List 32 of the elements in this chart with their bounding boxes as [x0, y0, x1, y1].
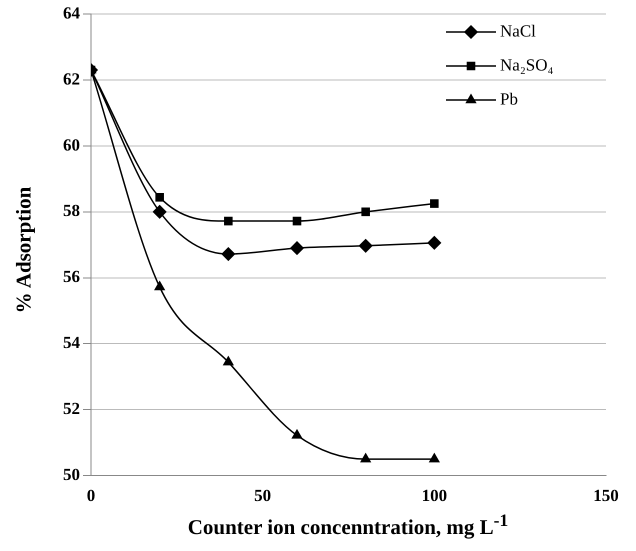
y-tick-label: 60 — [63, 135, 80, 154]
point — [358, 239, 372, 253]
point — [361, 208, 370, 216]
point — [222, 247, 236, 261]
point — [429, 453, 440, 462]
legend-label: Pb — [500, 89, 518, 108]
x-tick-label: 50 — [254, 486, 272, 506]
point — [224, 216, 233, 226]
point — [152, 205, 166, 219]
legend-label: Na₂SO₄ — [500, 55, 554, 74]
y-tick-label: 56 — [63, 267, 80, 286]
y-tick-label: 50 — [63, 464, 80, 484]
y-axis-title: % Adsorption — [12, 186, 36, 314]
point — [223, 356, 234, 366]
point — [430, 199, 439, 208]
point — [155, 193, 164, 202]
legend-label: NaCl — [500, 21, 536, 40]
y-tick-label: 58 — [63, 201, 80, 220]
point — [290, 241, 304, 255]
point — [360, 453, 371, 462]
y-tick-label: 52 — [63, 399, 80, 418]
x-tick-label: 150 — [593, 486, 619, 506]
point — [154, 281, 165, 290]
x-tick-label: 100 — [422, 486, 448, 506]
point — [428, 236, 442, 250]
x-axis-title: Counter ion concenntration, mg L$^{-1}$ — [186, 510, 510, 540]
y-tick-label: 62 — [63, 69, 80, 88]
y-tick-label: 54 — [63, 333, 80, 352]
point — [292, 216, 302, 226]
point — [292, 430, 302, 439]
x-tick-label: 0 — [86, 486, 96, 506]
y-tick-label: 64 — [63, 3, 80, 22]
